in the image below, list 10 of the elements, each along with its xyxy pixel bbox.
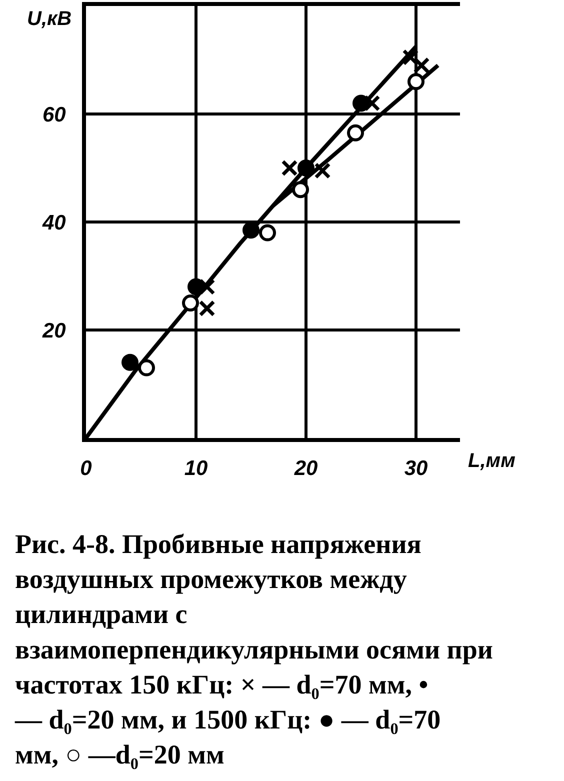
x-axis-title: L,мм xyxy=(468,450,516,472)
y-tick-label: 60 xyxy=(42,103,66,126)
x-tick-label: 30 xyxy=(404,457,428,480)
y-tick-label: 20 xyxy=(41,319,66,342)
x-tick-label: 20 xyxy=(293,457,318,480)
y-axis-title: U,кВ xyxy=(27,8,72,30)
x-tick-label: 0 xyxy=(80,457,92,480)
x-tick-label: 10 xyxy=(184,457,208,480)
y-tick-label: 40 xyxy=(41,211,66,234)
text: Рис. 4-8. Пробивные напряжения воздушных промежутков между цилиндрами с взаимоперпендикулярными осями при частотах 150 кГц: × — d₀=70 мм, • — d₀=20 мм, и 1500 кГц: ● — d₀=70 мм, ○ —d₀=20 мм xyxy=(14,529,493,770)
